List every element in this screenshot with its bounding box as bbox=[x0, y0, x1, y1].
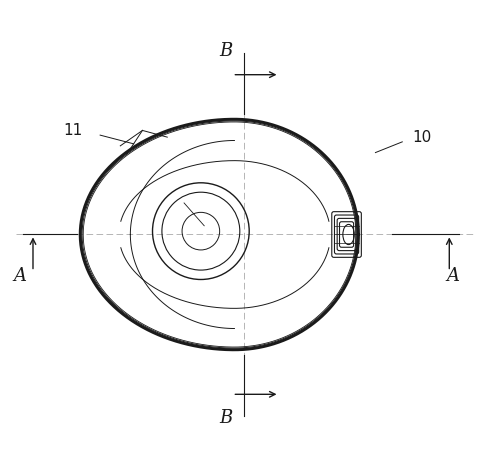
Text: 10: 10 bbox=[412, 129, 431, 144]
Text: B: B bbox=[219, 42, 232, 60]
Text: A: A bbox=[445, 267, 458, 285]
Text: A: A bbox=[13, 267, 26, 285]
Text: 11: 11 bbox=[63, 123, 83, 138]
Text: B: B bbox=[219, 409, 232, 427]
